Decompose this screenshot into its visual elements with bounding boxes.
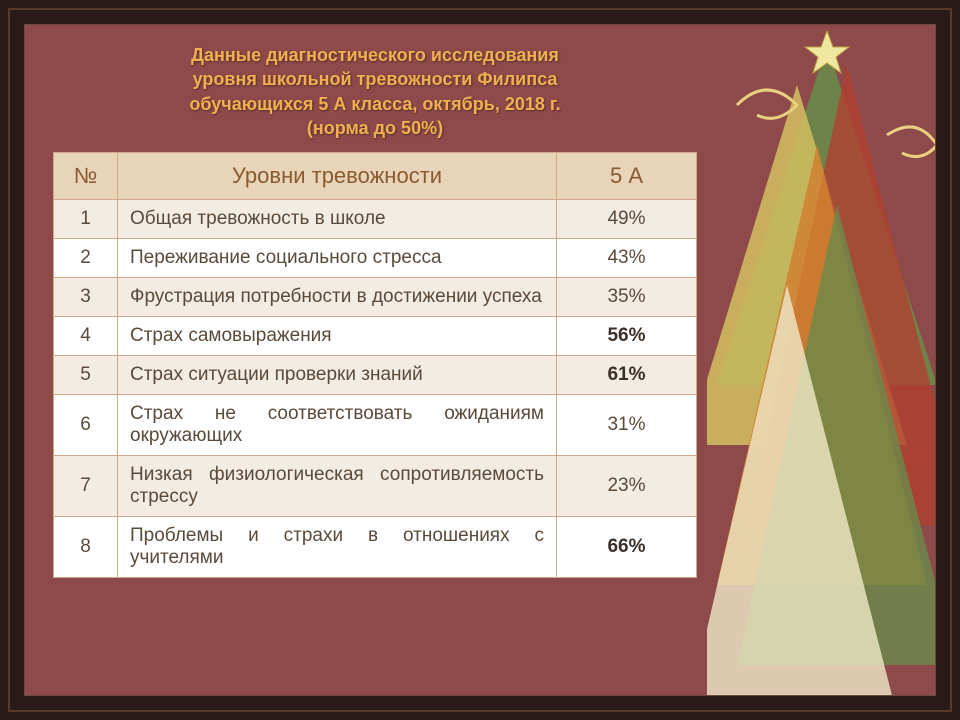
title-line-4: (норма до 50%) (53, 116, 697, 140)
cell-desc: Страх не соответствовать ожиданиям окруж… (118, 395, 557, 456)
table-row: 5Страх ситуации проверки знаний61% (54, 356, 697, 395)
table-row: 6Страх не соответствовать ожиданиям окру… (54, 395, 697, 456)
cell-num: 8 (54, 517, 118, 578)
title-line-3: обучающихся 5 А класса, октябрь, 2018 г. (53, 92, 697, 116)
table-row: 3Фрустрация потребности в достижении усп… (54, 278, 697, 317)
cell-value: 23% (557, 456, 697, 517)
title-line-1: Данные диагностического исследования (53, 43, 697, 67)
col-header-num: № (54, 153, 118, 200)
col-header-class: 5 А (557, 153, 697, 200)
cell-value: 61% (557, 356, 697, 395)
table-header-row: № Уровни тревожности 5 А (54, 153, 697, 200)
table-row: 2Переживание социального стресса43% (54, 239, 697, 278)
cell-desc: Страх ситуации проверки знаний (118, 356, 557, 395)
table-row: 1Общая тревожность в школе49% (54, 200, 697, 239)
cell-value: 31% (557, 395, 697, 456)
cell-num: 7 (54, 456, 118, 517)
title-line-2: уровня школьной тревожности Филипса (53, 67, 697, 91)
cell-desc: Низкая физиологическая сопротивляемость … (118, 456, 557, 517)
slide-frame: Данные диагностического исследования уро… (24, 24, 936, 696)
cell-desc: Переживание социального стресса (118, 239, 557, 278)
table-row: 7Низкая физиологическая сопротивляемость… (54, 456, 697, 517)
cell-num: 1 (54, 200, 118, 239)
anxiety-table: № Уровни тревожности 5 А 1Общая тревожно… (53, 152, 697, 578)
cell-num: 3 (54, 278, 118, 317)
decoration-panel (707, 25, 935, 695)
col-header-level: Уровни тревожности (118, 153, 557, 200)
cell-num: 5 (54, 356, 118, 395)
cell-value: 56% (557, 317, 697, 356)
cell-value: 66% (557, 517, 697, 578)
table-row: 8Проблемы и страхи в отношениях с учител… (54, 517, 697, 578)
outer-frame: Данные диагностического исследования уро… (8, 8, 952, 712)
cell-value: 35% (557, 278, 697, 317)
cell-desc: Страх самовыражения (118, 317, 557, 356)
cell-desc: Фрустрация потребности в достижении успе… (118, 278, 557, 317)
cell-desc: Общая тревожность в школе (118, 200, 557, 239)
table-row: 4Страх самовыражения56% (54, 317, 697, 356)
cell-value: 43% (557, 239, 697, 278)
cell-num: 4 (54, 317, 118, 356)
cell-num: 2 (54, 239, 118, 278)
content-area: Данные диагностического исследования уро… (25, 25, 725, 695)
tree-decoration-icon (707, 25, 935, 695)
cell-num: 6 (54, 395, 118, 456)
cell-desc: Проблемы и страхи в отношениях с учителя… (118, 517, 557, 578)
cell-value: 49% (557, 200, 697, 239)
slide-title: Данные диагностического исследования уро… (53, 43, 697, 140)
